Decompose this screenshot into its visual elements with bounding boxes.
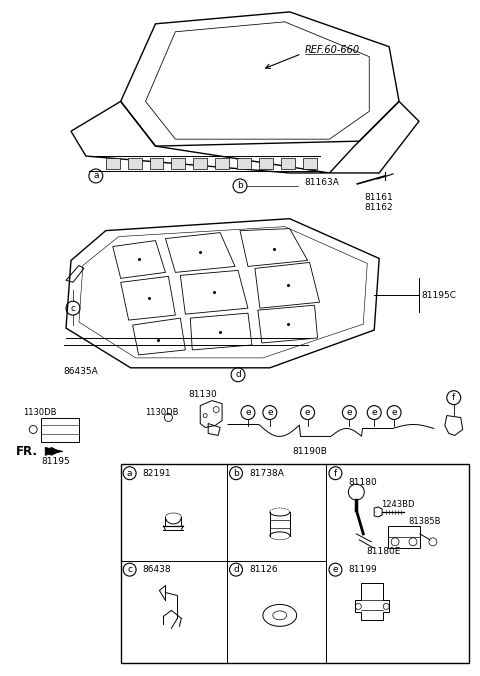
Bar (120, 464, 468, 663)
Text: 86438: 86438 (143, 565, 171, 574)
Text: 81180: 81180 (348, 478, 377, 487)
Bar (193, 158, 207, 169)
Text: c: c (127, 565, 132, 574)
Text: b: b (237, 181, 243, 191)
Bar (41, 418, 79, 442)
Bar (388, 526, 420, 548)
Text: e: e (391, 408, 397, 417)
Bar (128, 158, 142, 169)
Bar (215, 158, 229, 169)
Bar (259, 158, 273, 169)
Text: 81190B: 81190B (292, 447, 327, 456)
Text: 81195: 81195 (41, 457, 70, 466)
Text: f: f (334, 468, 337, 478)
Text: c: c (71, 304, 75, 313)
Text: 81385B: 81385B (408, 517, 441, 527)
Text: 81163A: 81163A (305, 178, 339, 187)
Text: e: e (245, 408, 251, 417)
Text: e: e (347, 408, 352, 417)
Text: 81162: 81162 (364, 203, 393, 212)
Text: 1130DB: 1130DB (145, 408, 179, 417)
Text: 81195C: 81195C (421, 291, 456, 299)
Text: d: d (233, 565, 239, 574)
Bar (171, 158, 185, 169)
Text: 81199: 81199 (348, 565, 377, 574)
Text: d: d (235, 370, 241, 379)
Text: 82191: 82191 (143, 468, 171, 478)
Text: 1130DB: 1130DB (23, 408, 57, 417)
Text: 81126: 81126 (249, 565, 277, 574)
Text: e: e (333, 565, 338, 574)
Bar (302, 158, 316, 169)
Polygon shape (45, 448, 63, 456)
Text: 81738A: 81738A (249, 468, 284, 478)
Text: 81130: 81130 (188, 390, 217, 399)
Text: b: b (233, 468, 239, 478)
Text: e: e (372, 408, 377, 417)
Text: 81161: 81161 (364, 193, 393, 202)
Text: 81180E: 81180E (366, 548, 401, 556)
Text: a: a (127, 468, 132, 478)
Text: e: e (267, 408, 273, 417)
Text: REF.60-660: REF.60-660 (305, 45, 360, 55)
Text: FR.: FR. (16, 445, 38, 458)
Bar (237, 158, 251, 169)
Text: 86435A: 86435A (63, 367, 98, 377)
Text: e: e (305, 408, 311, 417)
Text: 1243BD: 1243BD (381, 500, 415, 508)
Bar (281, 158, 295, 169)
Bar (150, 158, 164, 169)
Text: a: a (93, 172, 98, 180)
Text: f: f (452, 393, 456, 402)
Bar (106, 158, 120, 169)
